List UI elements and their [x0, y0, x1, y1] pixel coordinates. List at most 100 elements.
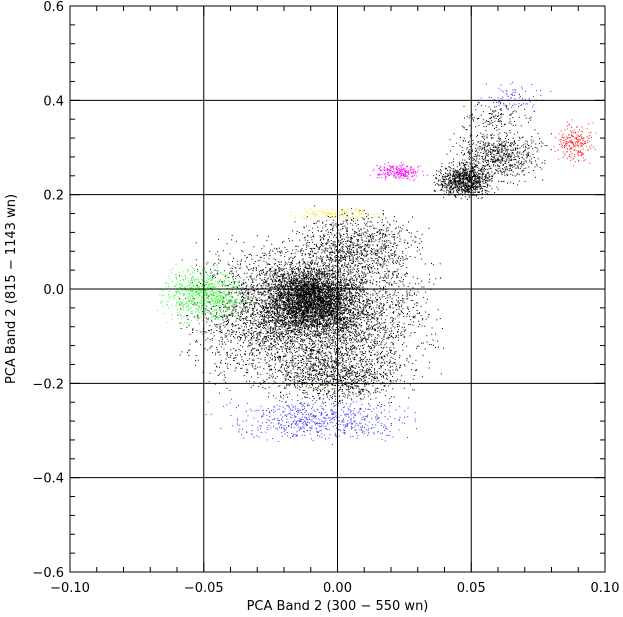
- data-point: [344, 353, 345, 355]
- data-point: [381, 313, 383, 314]
- data-point: [345, 345, 347, 347]
- data-point: [315, 274, 317, 276]
- data-point: [365, 339, 367, 341]
- data-point: [333, 329, 334, 331]
- data-point: [304, 335, 305, 336]
- data-point: [210, 294, 212, 296]
- data-point: [412, 300, 414, 301]
- data-point: [338, 329, 340, 331]
- data-point: [268, 283, 270, 284]
- data-point: [286, 359, 288, 361]
- data-point: [213, 335, 215, 337]
- data-point: [280, 346, 282, 347]
- data-point: [209, 301, 211, 303]
- data-point: [214, 263, 216, 264]
- data-point: [334, 323, 336, 325]
- data-point: [372, 253, 374, 255]
- data-point: [248, 329, 250, 331]
- data-point: [265, 307, 267, 309]
- data-point: [276, 307, 278, 309]
- data-point: [261, 273, 263, 275]
- data-point: [223, 306, 225, 308]
- data-point: [230, 267, 232, 269]
- data-point: [340, 372, 342, 374]
- data-point: [338, 263, 340, 264]
- data-point: [280, 331, 282, 333]
- data-point: [351, 287, 353, 289]
- data-point: [263, 324, 265, 326]
- data-point: [338, 338, 340, 340]
- data-point: [206, 263, 208, 265]
- data-point: [356, 317, 358, 319]
- data-point: [377, 264, 378, 266]
- data-point: [373, 311, 375, 313]
- data-point: [354, 265, 356, 267]
- data-point: [331, 332, 333, 334]
- data-point: [258, 322, 260, 324]
- data-point: [307, 242, 309, 244]
- data-point: [375, 293, 377, 295]
- data-point: [353, 317, 355, 319]
- data-point: [210, 346, 212, 348]
- data-point: [372, 299, 374, 301]
- data-point: [329, 303, 331, 305]
- data-point: [257, 291, 259, 293]
- data-point: [327, 357, 329, 359]
- data-point: [368, 314, 370, 316]
- data-point: [383, 296, 385, 297]
- data-point: [395, 366, 397, 368]
- data-point: [252, 354, 253, 356]
- data-point: [373, 315, 375, 317]
- data-point: [335, 296, 337, 298]
- data-point: [383, 286, 384, 288]
- data-point: [354, 335, 356, 337]
- data-point: [279, 333, 281, 335]
- data-point: [340, 287, 341, 288]
- data-point: [269, 291, 271, 293]
- data-point: [415, 294, 417, 296]
- data-point: [318, 336, 320, 338]
- data-point: [317, 346, 319, 348]
- data-point: [225, 311, 227, 313]
- data-point: [181, 351, 183, 353]
- data-point: [269, 316, 271, 318]
- data-point: [363, 277, 365, 279]
- data-point: [276, 338, 277, 340]
- data-point: [390, 317, 392, 319]
- data-point: [397, 301, 399, 303]
- data-point: [306, 326, 308, 328]
- data-point: [310, 333, 312, 335]
- data-point: [243, 329, 245, 331]
- data-point: [399, 306, 400, 308]
- data-point: [406, 290, 408, 292]
- data-point: [322, 327, 324, 329]
- data-point: [398, 308, 400, 310]
- data-point: [311, 353, 313, 355]
- data-point: [286, 297, 288, 299]
- data-point: [338, 308, 339, 310]
- data-point: [296, 337, 298, 339]
- data-point: [340, 276, 341, 278]
- data-point: [288, 348, 290, 350]
- data-point: [180, 328, 182, 329]
- data-point: [295, 365, 297, 367]
- data-point: [258, 293, 260, 295]
- data-point: [326, 306, 327, 307]
- data-point: [349, 316, 351, 318]
- data-point: [406, 273, 408, 274]
- data-point: [251, 300, 253, 302]
- data-point: [397, 326, 399, 327]
- data-point: [385, 292, 386, 294]
- data-point: [285, 319, 287, 320]
- data-point: [395, 305, 397, 306]
- data-point: [368, 269, 370, 271]
- data-point: [226, 366, 228, 368]
- data-point: [354, 351, 356, 353]
- data-point: [197, 359, 199, 361]
- data-point: [284, 355, 286, 357]
- data-point: [243, 296, 245, 298]
- data-point: [274, 345, 276, 347]
- data-point: [328, 303, 330, 305]
- data-point: [350, 296, 352, 298]
- data-point: [361, 358, 363, 360]
